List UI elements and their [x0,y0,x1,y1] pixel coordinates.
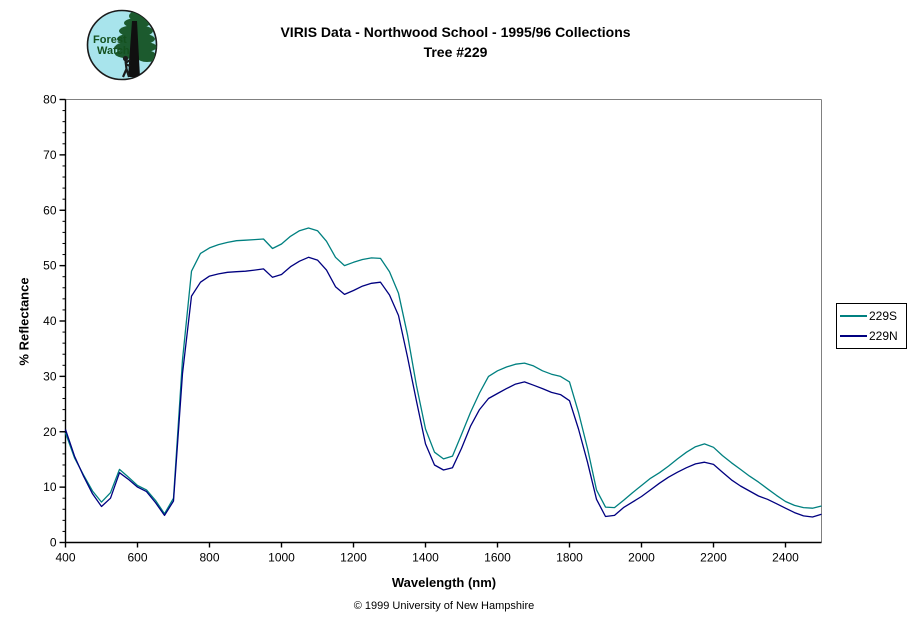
y-tick-label: 40 [43,314,57,328]
x-tick-label: 800 [199,551,219,565]
chart-title-block: VIRIS Data - Northwood School - 1995/96 … [0,22,911,62]
y-tick-label: 50 [43,259,57,273]
legend-item-229s: 229S [840,308,903,324]
chart-legend: 229S 229N [836,303,907,349]
legend-item-229n: 229N [840,328,903,344]
y-tick-label: 70 [43,148,57,162]
copyright-text: © 1999 University of New Hampshire [353,600,535,612]
y-axis-title: % Reflectance [16,277,32,366]
legend-swatch-229n [840,335,867,337]
y-tick-label: 0 [50,536,57,550]
x-tick-label: 1800 [556,551,583,565]
x-axis-title: Wavelength (nm) [391,575,497,590]
x-tick-label: 600 [127,551,147,565]
logo-trunk [128,21,140,77]
legend-label-229s: 229S [869,309,898,323]
x-tick-label: 2000 [628,551,655,565]
logo-text-watch: Watch [97,45,130,57]
x-tick-label: 1600 [484,551,511,565]
series-line-229s [64,227,822,515]
y-tick-label: 20 [43,425,57,439]
logo-text-forest: Forest [93,34,127,46]
chart-title-line1: VIRIS Data - Northwood School - 1995/96 … [280,24,631,40]
x-tick-label: 1200 [340,551,367,565]
x-tick-label: 400 [55,551,75,565]
logo-tree-icon [115,11,157,78]
y-tick-label: 30 [43,369,57,383]
y-tick-label: 80 [43,93,57,107]
y-tick-label: 10 [43,480,57,494]
y-tick-label: 60 [43,203,57,217]
series-line-229n [64,256,822,518]
legend-label-229n: 229N [869,329,898,343]
chart-title-line2: Tree #229 [423,44,488,60]
legend-swatch-229s [840,315,867,317]
x-tick-label: 1400 [412,551,439,565]
forest-watch-logo: Forest Watch [84,7,160,83]
x-tick-label: 2200 [700,551,727,565]
logo-person-icon [121,55,131,78]
x-tick-label: 1000 [268,551,295,565]
forest-watch-logo-graphic: Forest Watch [86,9,158,81]
x-tick-label: 2400 [772,551,799,565]
